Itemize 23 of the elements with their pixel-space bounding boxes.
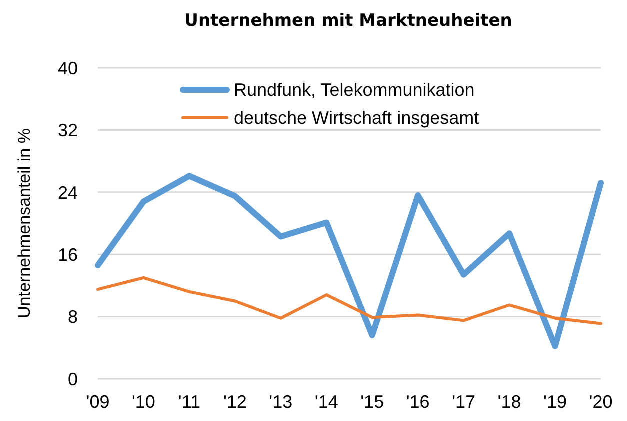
- y-tick-label: 16: [58, 244, 78, 265]
- x-tick-label: '15: [360, 392, 384, 412]
- x-tick-label: '17: [452, 392, 476, 412]
- x-tick-label: '12: [223, 392, 247, 412]
- y-tick-label: 8: [68, 307, 78, 328]
- y-tick-label: 24: [58, 182, 78, 203]
- legend-label: Rundfunk, Telekommunikation: [234, 79, 475, 102]
- x-tick-label: '10: [132, 392, 156, 412]
- x-tick-label: '20: [589, 392, 613, 412]
- y-tick-label: 40: [58, 58, 78, 78]
- y-tick-label: 0: [68, 369, 78, 390]
- y-axis-title: Unternehmensanteil in %: [15, 128, 34, 318]
- x-tick-label: '18: [498, 392, 522, 412]
- legend-label: deutsche Wirtschaft insgesamt: [234, 107, 480, 130]
- line-series: [96, 276, 602, 326]
- x-tick-label: '13: [269, 392, 293, 412]
- chart-title: Unternehmen mit Marktneuheiten: [184, 10, 514, 33]
- x-tick-label: '16: [406, 392, 430, 412]
- y-tick-label: 32: [58, 120, 78, 141]
- x-tick-label: '14: [314, 392, 338, 412]
- x-tick-label: '11: [178, 392, 201, 412]
- x-tick-label: '09: [86, 392, 110, 412]
- x-tick-label: '19: [544, 392, 568, 412]
